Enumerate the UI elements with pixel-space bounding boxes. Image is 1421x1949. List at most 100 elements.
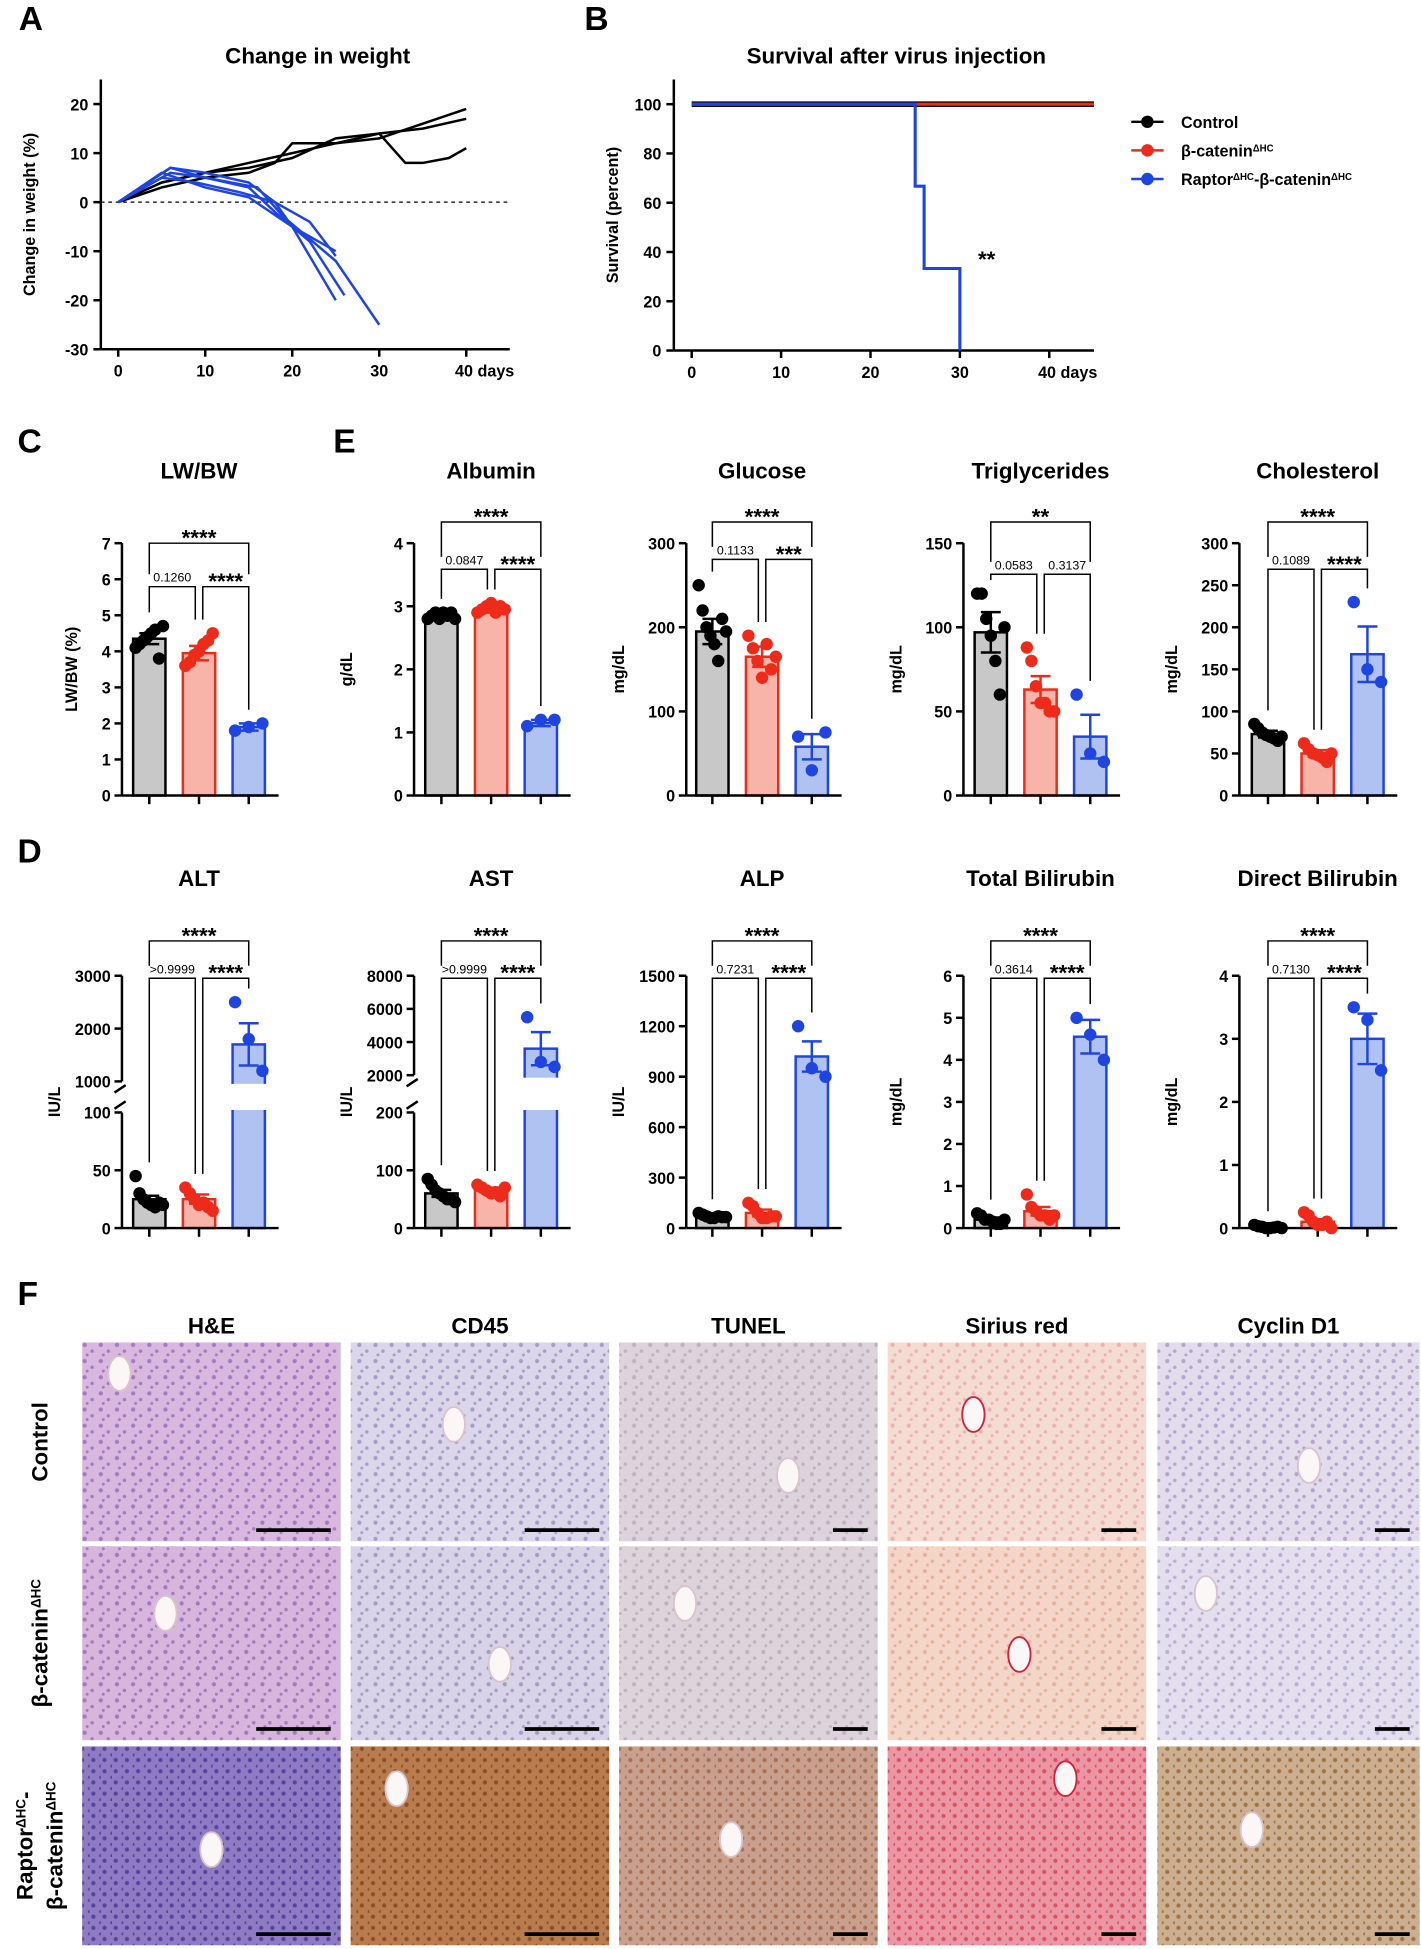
- significance-bracket: [494, 977, 542, 1172]
- significance-bracket: [201, 977, 250, 1174]
- data-point: [1025, 654, 1038, 668]
- y-tick-label: 5: [943, 1010, 952, 1028]
- significance-label: ****: [474, 923, 509, 948]
- y-tick-label: 3: [102, 680, 111, 698]
- data-point: [764, 663, 778, 676]
- chart-title: LW/BW: [161, 459, 239, 484]
- significance-label: ****: [500, 552, 535, 577]
- y-tick-label: 150: [925, 535, 952, 553]
- y-tick-label: 40: [643, 244, 661, 262]
- significance-bracket: [990, 521, 1091, 562]
- data-point: [1275, 730, 1288, 743]
- panel-label: B: [584, 1, 608, 38]
- y-tick-label: 0: [102, 1220, 111, 1238]
- vessel: [441, 1406, 466, 1443]
- y-tick-label: 8000: [367, 968, 403, 986]
- y-tick-label: 0: [102, 788, 111, 806]
- data-point: [1020, 641, 1034, 654]
- y-tick-label: 2: [102, 716, 111, 734]
- y-tick-label: 0: [394, 788, 403, 806]
- y-tick-label: 100: [634, 96, 661, 114]
- y-tick-label: 1: [943, 1178, 952, 1196]
- panel-label: A: [19, 1, 43, 38]
- chart-title: Cholesterol: [1256, 459, 1379, 484]
- vessel: [961, 1396, 986, 1433]
- chart-title: ALT: [178, 866, 220, 891]
- data-point: [1070, 1011, 1083, 1025]
- column-header: H&E: [188, 1314, 235, 1339]
- column-header: Sirius red: [965, 1314, 1068, 1339]
- x-tick-label: 30: [951, 364, 969, 382]
- y-tick-label: 6000: [367, 1001, 403, 1019]
- row-label: Control: [27, 1402, 52, 1481]
- y-axis-label: g/dL: [338, 652, 356, 686]
- y-tick-label: 2000: [367, 1067, 403, 1085]
- data-point: [1361, 663, 1374, 676]
- data-point: [769, 1210, 782, 1223]
- vessel: [199, 1831, 224, 1868]
- panel-label: E: [333, 423, 355, 460]
- bar: [231, 725, 267, 797]
- y-tick-label: 1: [394, 725, 403, 743]
- survival-line: [691, 102, 962, 351]
- y-tick-label: 4: [102, 644, 111, 662]
- data-point: [1275, 1221, 1288, 1235]
- histology-image: [887, 1342, 1147, 1542]
- vessel: [1193, 1575, 1218, 1612]
- x-tick-label: 40 days: [1038, 364, 1097, 382]
- y-tick-label: 0: [666, 1220, 675, 1238]
- data-point: [534, 713, 548, 727]
- data-point: [520, 719, 534, 733]
- column-header: CD45: [451, 1314, 508, 1339]
- y-axis-label: Change in weight (%): [21, 133, 39, 296]
- data-point: [242, 1032, 255, 1046]
- data-point: [498, 1181, 512, 1194]
- significance-label: **: [1032, 505, 1050, 530]
- data-point: [819, 1070, 832, 1083]
- chart-title: Survival after virus injection: [747, 43, 1046, 68]
- significance-label: 0.1260: [153, 571, 191, 585]
- weight-line: [117, 166, 381, 326]
- data-point: [498, 603, 512, 616]
- data-point: [1361, 1013, 1374, 1027]
- y-tick-label: 10: [70, 145, 88, 163]
- row-label: RaptorΔHC-: [12, 1792, 37, 1900]
- y-tick-label: 3000: [75, 968, 111, 986]
- chart-title: Direct Bilirubin: [1238, 866, 1398, 891]
- data-point: [156, 619, 170, 633]
- data-point: [548, 713, 561, 727]
- y-tick-label: 1500: [639, 968, 675, 986]
- significance-bracket: [148, 542, 250, 575]
- vessel: [1007, 1636, 1032, 1673]
- y-tick-label: 100: [376, 1162, 403, 1180]
- data-point: [993, 688, 1007, 701]
- significance-bracket: [494, 568, 542, 707]
- bar: [181, 651, 217, 797]
- y-tick-label: 150: [1201, 662, 1228, 680]
- chart-title: Triglycerides: [972, 459, 1110, 484]
- legend-marker: [1141, 144, 1154, 157]
- y-tick-label: 4000: [367, 1034, 403, 1052]
- y-tick-label: 2000: [75, 1021, 111, 1039]
- weight-line: [117, 107, 467, 204]
- significance-label: >0.9999: [150, 962, 195, 976]
- data-point: [228, 724, 242, 737]
- weight-line: [117, 171, 337, 253]
- y-axis-label: IU/L: [46, 1087, 64, 1118]
- data-point: [984, 629, 998, 642]
- significance-label: ****: [745, 505, 780, 530]
- vessel: [1296, 1447, 1322, 1484]
- y-tick-label: -20: [65, 292, 88, 310]
- data-point: [742, 629, 755, 642]
- data-point: [712, 654, 725, 668]
- data-point: [1020, 1188, 1034, 1201]
- x-tick-label: 0: [114, 363, 123, 381]
- x-tick-label: 0: [687, 364, 696, 382]
- significance-bracket: [148, 940, 250, 966]
- y-tick-label: 300: [648, 1170, 675, 1188]
- chart-title: ALP: [740, 866, 785, 891]
- y-tick-label: 4: [1219, 968, 1228, 986]
- y-tick-label: 7: [102, 535, 111, 553]
- y-tick-label: 300: [648, 535, 675, 553]
